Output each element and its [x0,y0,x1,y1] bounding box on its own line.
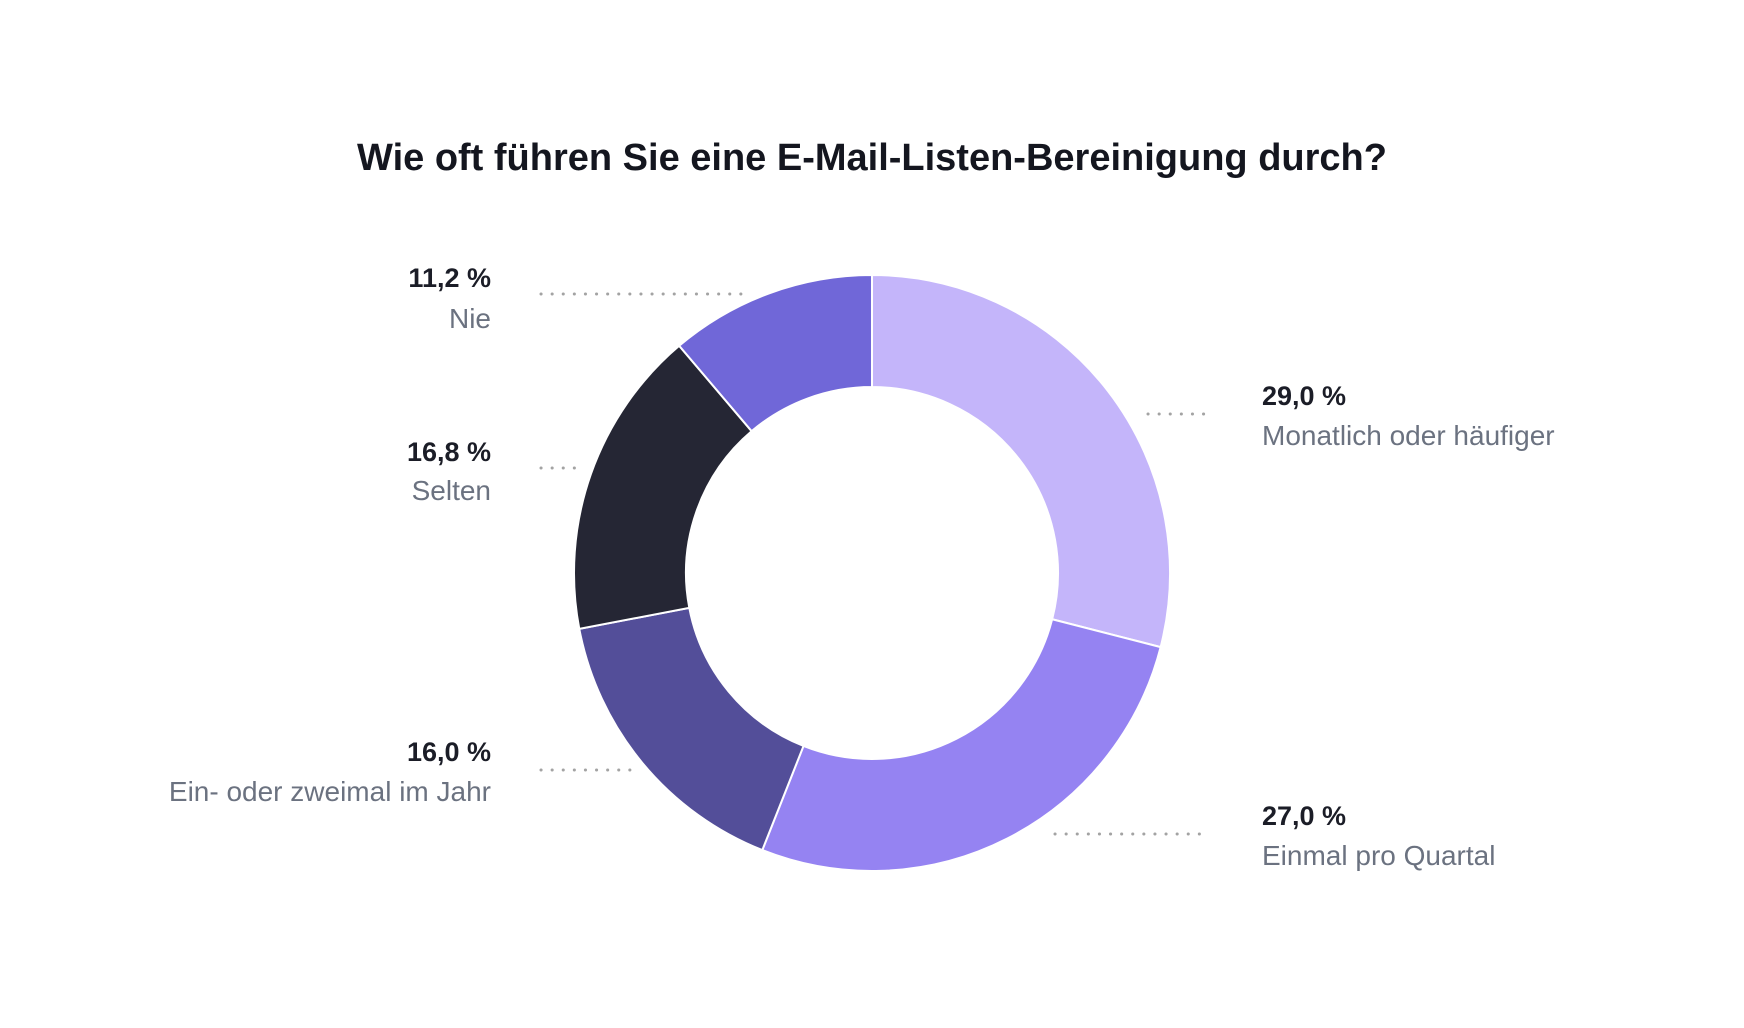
category-label-monatlich-oder-haeufiger: Monatlich oder häufiger [1262,420,1555,451]
category-label-selten: Selten [412,475,491,506]
slice-ein-oder-zweimal-im-jahr [578,606,805,852]
value-label-selten: 16,8 % [407,437,491,467]
value-label-ein-oder-zweimal-im-jahr: 16,0 % [407,737,491,767]
slice-nie [677,273,873,433]
value-label-nie: 11,2 % [408,263,491,293]
slice-einmal-pro-quartal [761,618,1162,873]
value-label-einmal-pro-quartal: 27,0 % [1262,801,1346,831]
slice-monatlich-oder-haeufiger [871,273,1171,649]
category-label-nie: Nie [449,303,491,334]
category-label-ein-oder-zweimal-im-jahr: Ein- oder zweimal im Jahr [169,776,491,807]
leader-lines [539,292,1212,836]
chart-title: Wie oft führen Sie eine E-Mail-Listen-Be… [357,137,1387,179]
donut-slices [573,273,1171,873]
slice-labels: 29,0 % Monatlich oder häufiger 27,0 % Einma… [169,263,1555,871]
category-label-einmal-pro-quartal: Einmal pro Quartal [1262,840,1495,871]
value-label-monatlich-oder-haeufiger: 29,0 % [1262,381,1346,411]
